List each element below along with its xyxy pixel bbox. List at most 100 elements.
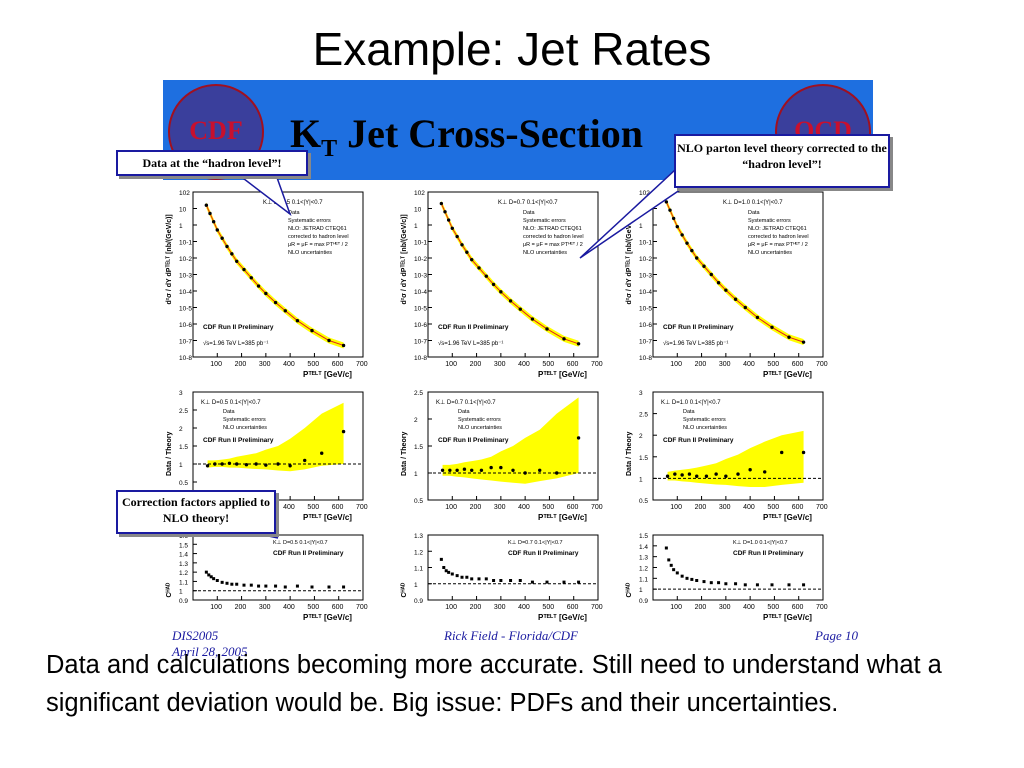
- ytick-label-xsec-D0.7-102: 102: [414, 190, 425, 197]
- xtick-label-chad-D1.0-500: 500: [767, 604, 779, 611]
- xtick-label-xsec-D0.5-700: 700: [356, 361, 368, 368]
- point-xsec-D1.0-14: [755, 315, 760, 320]
- point-ratio-D0.5-10: [303, 458, 307, 463]
- header-xsec-D0.7: K⊥ D=0.7 0.1<|Y|<0.7: [498, 199, 558, 206]
- ytick-label-chad-D0.7-1.1: 1.1: [414, 566, 423, 573]
- ytick-label-xsec-D1.0-10-4: 10-4: [639, 289, 652, 296]
- legend-ratio-D0.7-2: NLO uncertainties: [458, 425, 502, 431]
- point-xsec-D1.0-7: [695, 256, 699, 260]
- legend-ratio-D0.5-1: Systematic errors: [223, 417, 266, 423]
- xtick-label-ratio-D0.7-600: 600: [567, 504, 579, 511]
- banner-title-k: K: [290, 111, 322, 156]
- ytick-label-xsec-D1.0-102: 102: [639, 190, 650, 197]
- point-chad-D0.5-2: [209, 575, 213, 579]
- band-ratio-D0.5: [207, 402, 344, 472]
- ytick-label-xsec-D0.7-10-6: 10-6: [414, 322, 427, 329]
- xtick-label-xsec-D1.0-600: 600: [792, 361, 804, 368]
- point-xsec-D0.5-0: [204, 203, 209, 207]
- ytick-label-xsec-D1.0-10-5: 10-5: [639, 306, 652, 313]
- ytick-label-xsec-D0.7-10-5: 10-5: [414, 306, 427, 313]
- legend-xsec-D1.0-1: Systematic errors: [748, 218, 791, 224]
- point-ratio-D0.7-1: [448, 468, 452, 472]
- point-ratio-D0.5-6: [254, 462, 258, 466]
- xtick-label-chad-D0.7-700: 700: [591, 604, 603, 611]
- point-xsec-D1.0-17: [801, 340, 806, 344]
- xtick-label-ratio-D0.5-500: 500: [307, 504, 319, 511]
- point-chad-D1.0-2: [669, 563, 673, 567]
- xtick-label-xsec-D1.0-300: 300: [719, 361, 731, 368]
- header-chad-D0.5: K⊥ D=0.5 0.1<|Y|<0.7: [273, 539, 328, 546]
- legend-xsec-D0.5-1: Systematic errors: [288, 218, 331, 224]
- ylabel-ratio-D1.0: Data / Theory: [626, 432, 633, 476]
- ytick-label-xsec-D0.5-10-2: 10-2: [179, 256, 192, 263]
- header-chad-D1.0: K⊥ D=1.0 0.1<|Y|<0.7: [733, 539, 788, 546]
- frame-ratio-D1.0: [652, 391, 824, 501]
- xtick-label-xsec-D0.7-100: 100: [445, 361, 457, 368]
- xtick-label-chad-D0.7-600: 600: [567, 604, 579, 611]
- legend-xsec-D0.7-5: NLO uncertainties: [523, 250, 567, 256]
- footer-left-date: April 28, 2005: [172, 644, 248, 659]
- point-chad-D0.7-11: [492, 579, 496, 582]
- point-chad-D0.5-10: [249, 583, 253, 587]
- point-ratio-D0.5-7: [264, 463, 268, 467]
- ytick-label-xsec-D0.5-10-3: 10-3: [179, 273, 192, 280]
- legend-xsec-D1.0-3: corrected to hadron level: [748, 234, 809, 240]
- legend-ratio-D1.0-2: NLO uncertainties: [683, 425, 727, 431]
- ytick-label-chad-D0.5-1.2: 1.2: [179, 570, 188, 577]
- xtick-label-ratio-D0.7-200: 200: [470, 504, 482, 511]
- point-xsec-D0.5-3: [215, 228, 219, 232]
- ytick-label-xsec-D0.7-10-7: 10-7: [414, 339, 427, 346]
- point-ratio-D1.0-3: [687, 472, 692, 476]
- point-xsec-D1.0-13: [743, 305, 747, 310]
- prelim-xsec-D0.5: CDF Run II Preliminary: [203, 324, 274, 331]
- ytick-label-ratio-D0.7-2: 2: [414, 417, 418, 424]
- point-chad-D0.7-7: [465, 575, 469, 579]
- point-xsec-D0.5-6: [230, 252, 234, 256]
- xlabel-xsec-D0.7: Pᵀᴱᴸᵀ [GeV/c]: [538, 370, 587, 379]
- point-chad-D1.0-12: [724, 582, 728, 586]
- xtick-label-ratio-D0.5-700: 700: [356, 504, 368, 511]
- ytick-label-ratio-D0.5-2: 2: [179, 426, 183, 433]
- xtick-label-ratio-D1.0-300: 300: [719, 504, 731, 511]
- legend-ratio-D1.0-0: Data: [683, 409, 696, 415]
- xtick-label-xsec-D1.0-700: 700: [816, 361, 828, 368]
- point-chad-D0.5-8: [235, 582, 239, 586]
- point-chad-D0.5-6: [225, 581, 229, 585]
- point-ratio-D1.0-9: [748, 468, 752, 472]
- xtick-label-chad-D0.5-400: 400: [283, 604, 295, 611]
- ytick-label-ratio-D0.5-1: 1: [179, 462, 183, 469]
- point-xsec-D0.5-11: [264, 291, 268, 296]
- ylabel-chad-D0.5: Cᴴᴬᴰ: [165, 582, 173, 598]
- point-ratio-D0.5-3: [227, 461, 232, 465]
- xtick-label-xsec-D0.7-600: 600: [567, 361, 579, 368]
- xtick-label-chad-D0.5-300: 300: [259, 604, 271, 611]
- point-chad-D0.5-9: [242, 583, 246, 587]
- ytick-label-chad-D1.0-1.5: 1.5: [639, 533, 648, 540]
- point-ratio-D1.0-11: [780, 450, 784, 455]
- point-chad-D0.7-3: [447, 570, 451, 574]
- point-chad-D0.5-4: [215, 579, 219, 582]
- prelim-ratio-D0.7: CDF Run II Preliminary: [438, 437, 509, 444]
- ytick-label-ratio-D0.5-0.5: 0.5: [179, 480, 188, 487]
- point-ratio-D0.7-3: [462, 467, 467, 471]
- point-ratio-D1.0-7: [724, 474, 728, 478]
- xlabel-xsec-D1.0: Pᵀᴱᴸᵀ [GeV/c]: [763, 370, 812, 379]
- cdf-logo-text: CDF: [189, 116, 243, 145]
- xlabel-chad-D0.5: Pᵀᴱᴸᵀ [GeV/c]: [303, 613, 352, 622]
- point-ratio-D0.5-5: [244, 463, 249, 467]
- point-xsec-D0.5-4: [220, 236, 224, 240]
- ytick-label-ratio-D1.0-1: 1: [639, 476, 643, 483]
- point-chad-D0.5-16: [310, 585, 314, 589]
- xlabel-ratio-D0.7: Pᵀᴱᴸᵀ [GeV/c]: [538, 513, 587, 522]
- ytick-label-xsec-D0.7-1: 1: [414, 223, 418, 230]
- xtick-label-chad-D1.0-700: 700: [816, 604, 828, 611]
- band-ratio-D1.0: [667, 430, 804, 488]
- point-chad-D1.0-15: [755, 583, 759, 587]
- xlabel-chad-D1.0: Pᵀᴱᴸᵀ [GeV/c]: [763, 613, 812, 622]
- point-chad-D1.0-1: [667, 558, 671, 562]
- point-chad-D0.7-15: [530, 580, 534, 584]
- xtick-label-ratio-D0.7-700: 700: [591, 504, 603, 511]
- pointer-hadron: [232, 171, 292, 217]
- ytick-label-ratio-D1.0-2: 2: [639, 433, 643, 440]
- point-xsec-D0.7-0: [439, 201, 444, 206]
